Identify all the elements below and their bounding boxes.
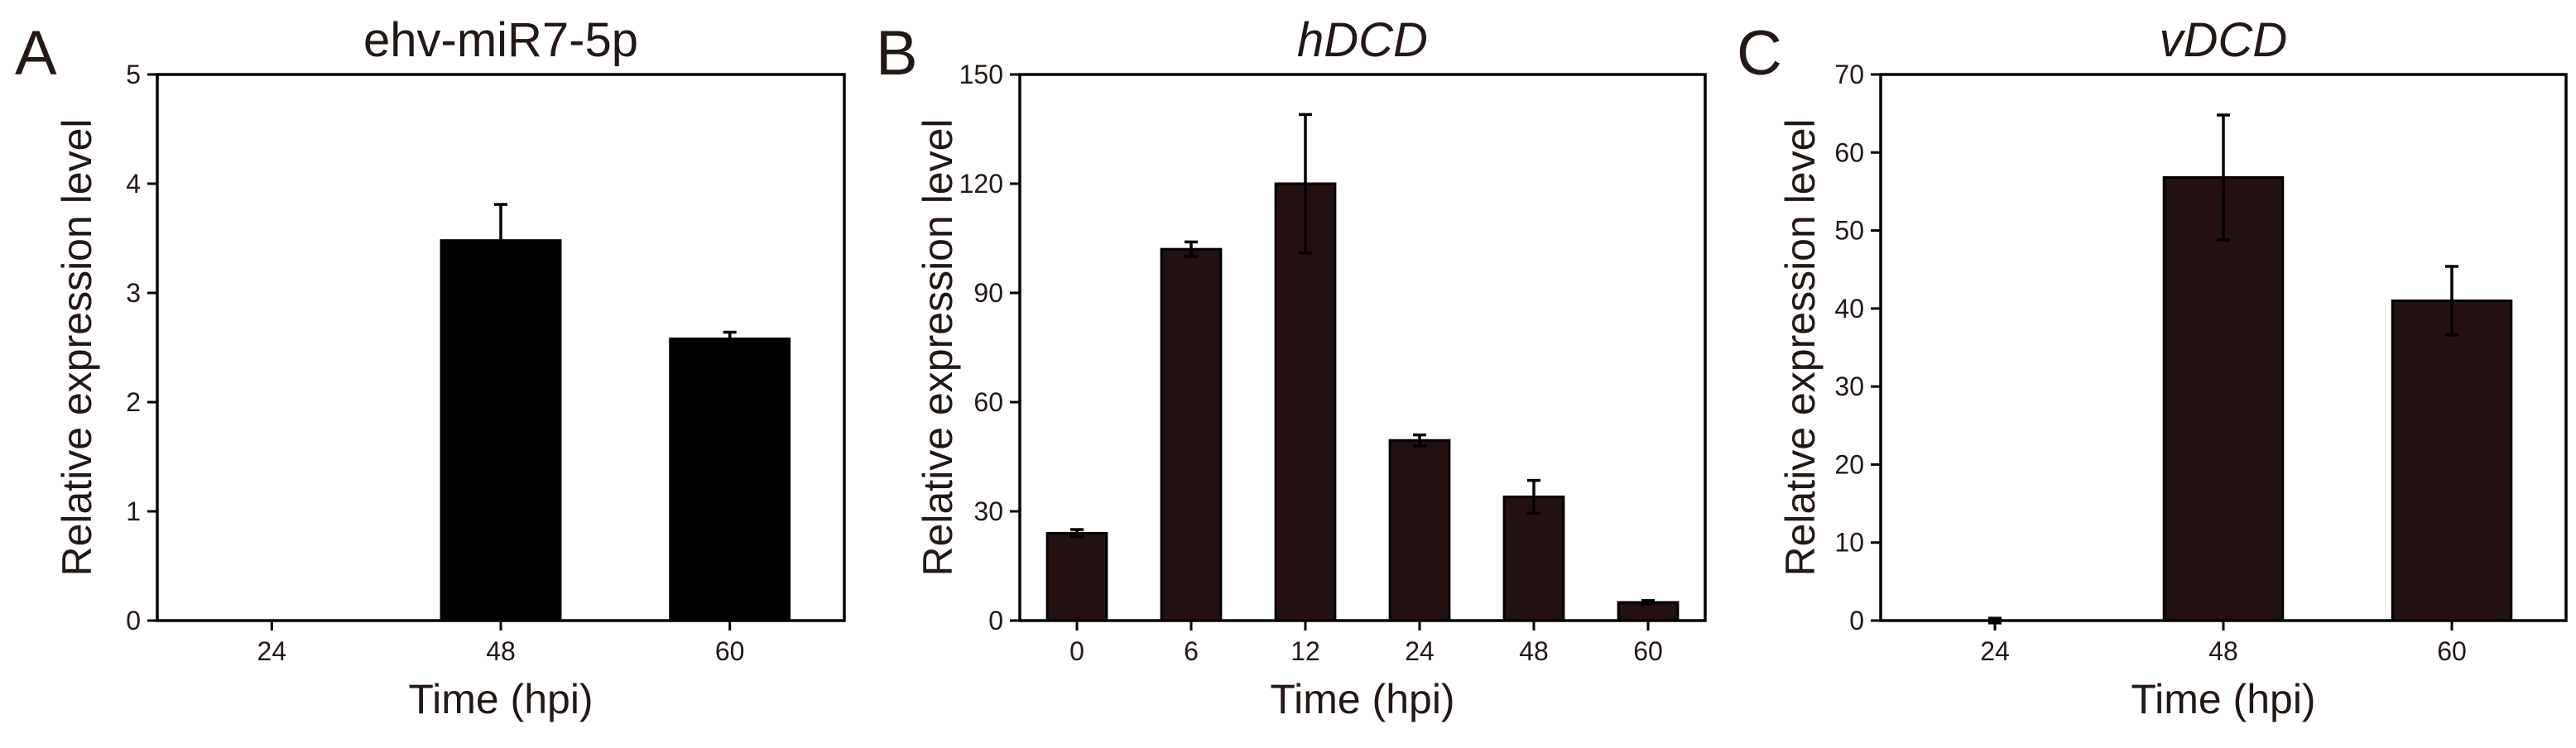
error-bar-24 [1413, 433, 1426, 448]
y-tick-label: 70 [1834, 60, 1864, 89]
bar-48 [1502, 495, 1565, 622]
y-tick-label: 150 [959, 60, 1003, 89]
y-tick-label: 60 [973, 387, 1003, 417]
y-tick-label: 0 [1849, 606, 1864, 635]
y-tick-label: 30 [1834, 372, 1864, 401]
y-tick-label: 30 [973, 496, 1003, 526]
x-axis-label: Time (hpi) [1270, 676, 1454, 722]
y-tick-label: 2 [126, 387, 141, 417]
y-axis-label: Relative expression level [54, 118, 100, 576]
error-bar-0 [1070, 528, 1084, 539]
x-tick-label: 60 [2437, 636, 2467, 666]
bar-48 [2162, 175, 2285, 622]
x-axis-label: Time (hpi) [2131, 676, 2315, 722]
error-bar-48 [494, 203, 507, 278]
x-tick-label: 24 [257, 636, 287, 666]
y-tick-label: 4 [126, 169, 141, 199]
bar-60 [669, 337, 791, 622]
chart-title: vDCD [2160, 13, 2288, 67]
error-bar-60 [1641, 599, 1655, 606]
error-bar-60 [723, 330, 737, 348]
x-tick-label: 12 [1290, 636, 1320, 666]
y-tick-label: 20 [1834, 449, 1864, 479]
error-bar-6 [1185, 240, 1198, 258]
y-tick-label: 120 [959, 169, 1003, 199]
y-tick-label: 40 [1834, 294, 1864, 324]
x-tick-label: 0 [1069, 636, 1084, 666]
error-bar-12 [1299, 113, 1312, 255]
x-tick-label: 48 [2208, 636, 2238, 666]
y-tick-label: 3 [126, 278, 141, 308]
y-tick-label: 50 [1834, 216, 1864, 246]
x-tick-label: 24 [1405, 636, 1435, 666]
y-tick-label: 0 [988, 606, 1003, 635]
y-tick-label: 90 [973, 278, 1003, 308]
x-tick-label: 60 [715, 636, 745, 666]
y-tick-label: 5 [126, 60, 141, 89]
plot-frame [1018, 73, 1707, 622]
bar-6 [1160, 247, 1223, 622]
panel-letter: C [1737, 18, 1782, 89]
x-tick-label: 6 [1184, 636, 1199, 666]
chart-title: hDCD [1297, 13, 1428, 67]
chart-title: ehv-miR7-5p [363, 13, 638, 67]
y-tick-label: 60 [1834, 137, 1864, 167]
x-tick-label: 48 [1519, 636, 1549, 666]
error-bar-48 [1527, 478, 1540, 515]
panel-letter: A [15, 18, 57, 89]
x-tick-label: 60 [1633, 636, 1663, 666]
panel-letter: B [876, 18, 918, 89]
x-axis-label: Time (hpi) [408, 676, 593, 722]
error-bar-48 [2217, 113, 2230, 242]
y-axis-label: Relative expression level [1777, 118, 1824, 576]
x-tick-label: 48 [486, 636, 516, 666]
y-axis-label: Relative expression level [915, 118, 961, 576]
y-tick-label: 0 [126, 606, 141, 635]
x-tick-label: 24 [1980, 636, 2010, 666]
bar-24 [1388, 439, 1451, 622]
error-bar-60 [2445, 265, 2458, 337]
bar-48 [440, 239, 562, 622]
y-tick-label: 1 [126, 496, 141, 526]
y-tick-label: 10 [1834, 528, 1864, 558]
bar-60 [2391, 299, 2513, 622]
bar-0 [1045, 531, 1108, 622]
